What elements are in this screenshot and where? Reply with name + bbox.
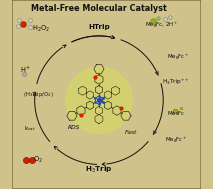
Text: H$_2$O$_2$: H$_2$O$_2$: [32, 24, 50, 34]
Text: HTrip: HTrip: [88, 24, 110, 30]
Text: Me$_8$Fc, 2H$^+$: Me$_8$Fc, 2H$^+$: [145, 21, 179, 30]
Text: H$_3$Trip$^{++}$: H$_3$Trip$^{++}$: [161, 77, 189, 87]
Text: k$_{cat}$: k$_{cat}$: [24, 124, 36, 133]
Text: Me$_8$Fc$^+$: Me$_8$Fc$^+$: [167, 52, 190, 62]
Text: (H$_3$Trip/O$_2$): (H$_3$Trip/O$_2$): [23, 90, 54, 99]
Text: Me$_8$Fc: Me$_8$Fc: [167, 109, 186, 118]
Text: Fast: Fast: [125, 130, 137, 135]
Text: H$^+$: H$^+$: [20, 65, 32, 75]
Text: Metal-Free Molecular Catalyst: Metal-Free Molecular Catalyst: [31, 4, 167, 13]
Text: O$_2$: O$_2$: [33, 155, 42, 165]
Text: Me$_8$Fc$^+$: Me$_8$Fc$^+$: [165, 135, 188, 145]
Text: RDS: RDS: [68, 125, 81, 130]
Circle shape: [66, 67, 132, 133]
FancyBboxPatch shape: [12, 0, 201, 189]
Text: H$_3$Trip: H$_3$Trip: [85, 165, 113, 175]
